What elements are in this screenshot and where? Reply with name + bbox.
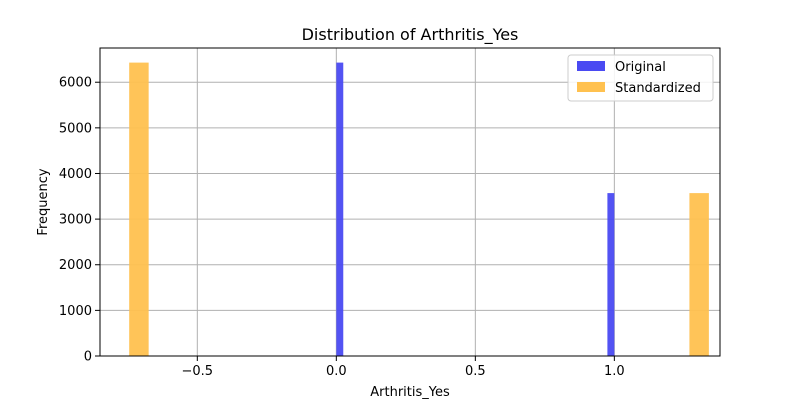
x-axis-label: Arthritis_Yes — [370, 385, 450, 400]
axis-ticks: −0.5 0.0 0.5 1.0 0 1000 2000 3000 4000 5000 6000 — [59, 76, 625, 379]
y-tick-label-3: 3000 — [59, 213, 92, 228]
y-axis-label: Frequency — [36, 168, 51, 235]
bar-standardized-1 — [689, 193, 709, 356]
bar-original-0 — [336, 62, 344, 357]
bar-original-1 — [607, 193, 615, 356]
legend-swatch-standardized — [577, 82, 605, 92]
x-tick-label-0: −0.5 — [182, 364, 214, 379]
bars — [129, 62, 709, 357]
legend-swatch-original — [577, 61, 605, 71]
y-tick-label-6: 6000 — [59, 76, 92, 91]
x-tick-label-3: 1.0 — [604, 364, 625, 379]
legend-label-standardized: Standardized — [615, 81, 701, 96]
y-tick-label-5: 5000 — [59, 121, 92, 136]
y-tick-label-1: 1000 — [59, 304, 92, 319]
y-tick-label-2: 2000 — [59, 258, 92, 273]
legend-label-original: Original — [615, 60, 666, 75]
y-tick-label-4: 4000 — [59, 167, 92, 182]
plot-frame — [99, 47, 721, 357]
bar-standardized-0 — [129, 62, 149, 357]
y-tick-label-0: 0 — [84, 350, 92, 365]
legend: Original Standardized — [567, 54, 714, 102]
chart-title: Distribution of Arthritis_Yes — [302, 25, 519, 45]
x-tick-label-2: 0.5 — [465, 364, 486, 379]
x-tick-label-1: 0.0 — [326, 364, 347, 379]
